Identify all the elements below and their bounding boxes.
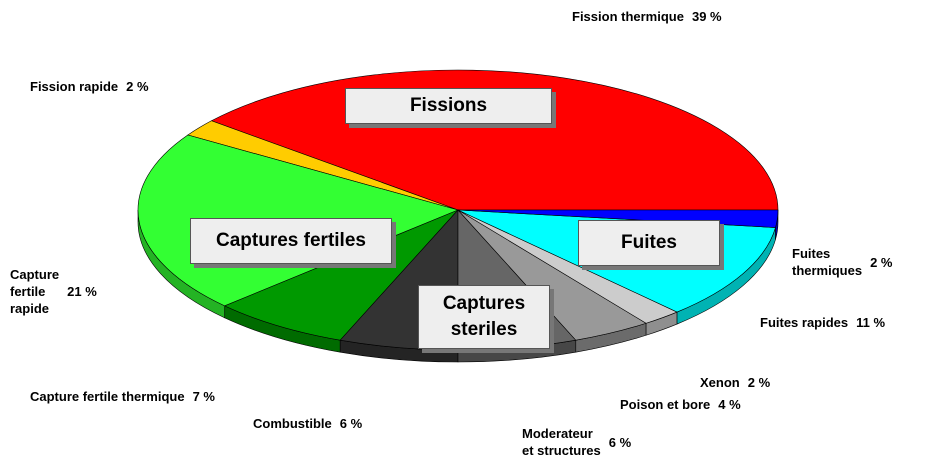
group-label: Fuites [578, 220, 720, 266]
category-label: Fission thermique [572, 9, 684, 24]
category-label: Moderateur et structures [522, 426, 601, 458]
slice-label: Fuites thermiques 2 % [792, 245, 892, 279]
slice-label: Capture fertile thermique 7 % [30, 388, 215, 405]
category-label: Combustible [253, 416, 332, 431]
value-label: 2 % [126, 79, 149, 94]
slice-label: Xenon 2 % [700, 374, 770, 391]
value-label: 21 % [67, 284, 97, 299]
group-label: Fissions [345, 88, 552, 124]
slice [223, 209, 459, 341]
value-label: 2 % [747, 375, 771, 390]
category-label: Xenon [700, 375, 740, 390]
value-label: 7 % [192, 389, 215, 404]
value-label: 6 % [608, 434, 632, 450]
value-label: 11 % [856, 315, 886, 330]
value-label: 6 % [339, 416, 363, 431]
slice-label: Fission thermique 39 % [572, 8, 722, 25]
category-label: Poison et bore [620, 397, 711, 412]
group-label: Captures fertiles [190, 218, 392, 264]
slice-label: Moderateur et structures 6 % [522, 425, 631, 458]
value-label: 39 % [691, 9, 722, 24]
category-label: Fission rapide [30, 79, 119, 94]
category-label: Capture fertile thermique [30, 389, 185, 404]
value-label: 4 % [718, 397, 741, 412]
category-label: Fuites rapides [760, 315, 849, 330]
slice-label: Poison et bore 4 % [620, 396, 741, 413]
value-label: 2 % [870, 254, 893, 270]
group-label: Captures steriles [418, 285, 550, 349]
slice-label: Capture fertile rapide 21 % [10, 266, 97, 317]
slice-label: Fission rapide 2 % [30, 78, 149, 95]
slice-label: Fuites rapides 11 % [760, 314, 885, 331]
category-label: Fuites thermiques [792, 246, 863, 278]
slice-label: Combustible 6 % [253, 415, 362, 432]
category-label: Capture fertile rapide [10, 267, 60, 316]
